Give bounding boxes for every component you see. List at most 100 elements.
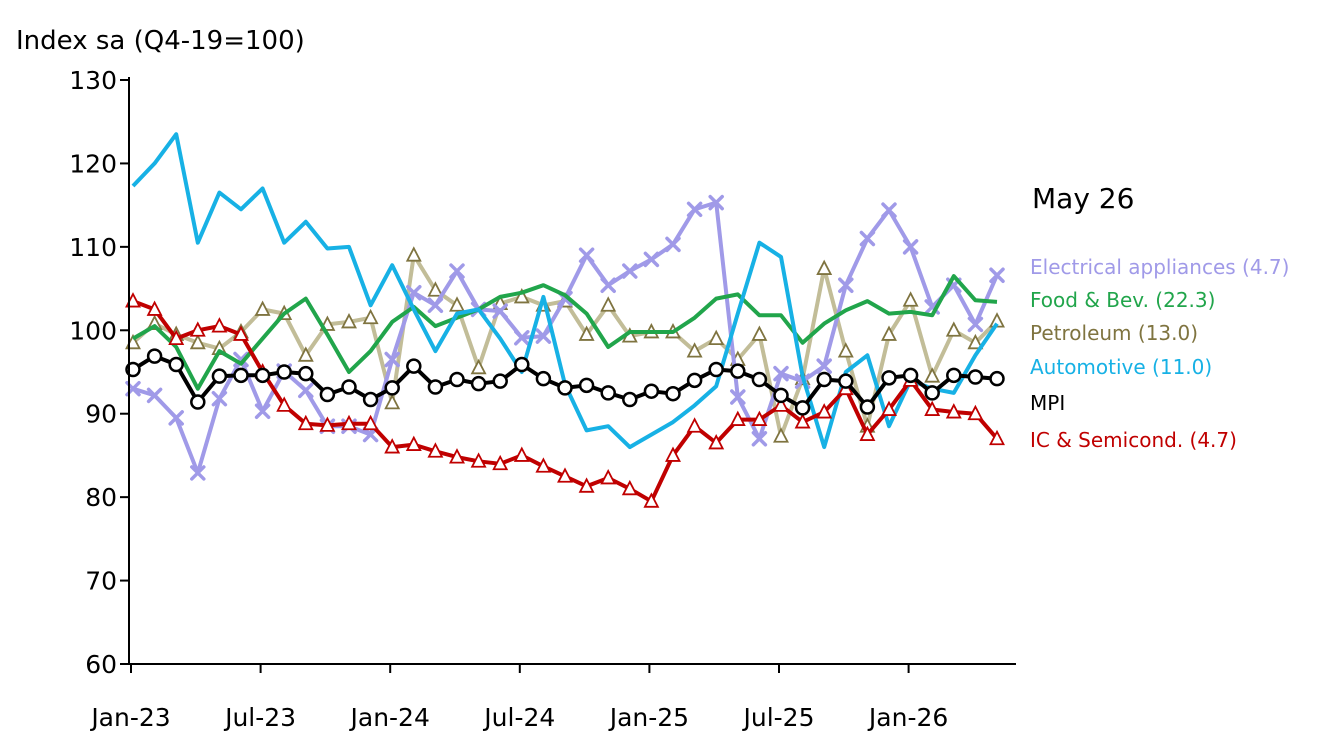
data-point (449, 448, 465, 464)
data-point (751, 410, 768, 426)
data-point (297, 414, 314, 431)
data-point (816, 371, 832, 388)
data-point (967, 404, 984, 421)
data-point (427, 379, 444, 395)
data-point (535, 457, 552, 473)
y-ticks: 60 70 80 90 100 110 120 130 (69, 66, 129, 679)
data-point (708, 194, 724, 211)
x-tick-label: Jul-25 (742, 703, 815, 732)
data-point (470, 452, 487, 468)
data-point (276, 396, 293, 412)
data-point (211, 368, 228, 384)
data-point (233, 367, 249, 384)
data-point (514, 330, 530, 346)
data-point (492, 373, 508, 389)
data-point (189, 321, 206, 337)
y-tick-label: 100 (69, 316, 117, 345)
data-point (254, 300, 271, 316)
data-point (924, 367, 941, 383)
data-point (643, 492, 660, 508)
data-point (773, 365, 789, 382)
data-point (513, 287, 530, 304)
data-point (211, 317, 228, 333)
data-point (621, 479, 638, 496)
data-point (751, 371, 768, 388)
x-ticks: Jan-23 Jul-23 Jan-24 Jul-24 Jan-25 Jul-25 Jan-… (89, 664, 948, 732)
data-point (384, 393, 401, 410)
data-point (859, 425, 876, 441)
data-point (946, 367, 962, 384)
y-tick-label: 60 (85, 650, 117, 679)
y-tick-label: 70 (85, 567, 117, 596)
data-point (513, 446, 530, 462)
data-point (362, 308, 379, 325)
data-point (146, 348, 163, 364)
data-point (427, 442, 444, 458)
data-point (643, 251, 660, 268)
data-point (708, 329, 725, 346)
data-point (406, 358, 422, 374)
data-point (146, 387, 163, 404)
data-point (708, 433, 725, 450)
data-point (146, 300, 163, 316)
data-point (405, 246, 422, 262)
data-point (211, 390, 228, 407)
data-point (686, 342, 703, 358)
series-ic-semicond-4-7 (125, 292, 1005, 508)
data-point (341, 414, 357, 431)
data-point (254, 403, 271, 419)
x-tick-label: Jan-25 (608, 703, 689, 732)
data-point (276, 364, 292, 380)
legend-food-bev: Food & Bev. (22.3) (1030, 288, 1216, 312)
data-point (319, 386, 336, 403)
y-tick-label: 130 (69, 66, 117, 95)
data-point (298, 382, 314, 399)
data-point (773, 427, 789, 443)
data-point (622, 391, 638, 408)
data-point (168, 410, 184, 426)
data-point (794, 413, 811, 429)
data-point (881, 325, 897, 341)
data-point (816, 259, 833, 275)
legend-electrical-appliances: Electrical appliances (4.7) (1030, 255, 1290, 279)
data-point (427, 297, 444, 314)
data-point (600, 385, 616, 401)
data-point (859, 399, 876, 415)
data-point (881, 202, 897, 218)
data-point (945, 403, 962, 419)
data-point (989, 267, 1005, 283)
series-electrical-appliances-4-7 (125, 194, 1005, 481)
data-point (967, 369, 984, 385)
data-point (449, 296, 465, 312)
data-point (319, 416, 336, 432)
data-point (384, 438, 401, 454)
data-point (924, 400, 941, 416)
data-point (557, 380, 573, 396)
data-point (362, 391, 379, 408)
data-point (967, 316, 984, 333)
data-point (751, 325, 768, 341)
y-tick-label: 90 (85, 400, 117, 429)
data-point (729, 410, 746, 426)
data-point (362, 414, 379, 431)
data-point (449, 371, 465, 388)
x-tick-label: Jan-24 (349, 703, 430, 732)
series-food-bev-22-3 (131, 274, 998, 391)
data-point (730, 389, 746, 405)
data-point (341, 379, 357, 395)
data-point (773, 396, 789, 412)
data-point (816, 403, 833, 419)
y-tick-label: 120 (69, 149, 117, 178)
data-point (881, 370, 897, 386)
data-point (794, 400, 811, 416)
data-point (622, 263, 638, 279)
data-point (405, 435, 422, 451)
data-point (384, 351, 400, 368)
y-tick-label: 110 (69, 233, 117, 262)
series-layer (125, 132, 1005, 508)
x-tick-label: Jan-23 (89, 703, 170, 732)
data-point (902, 367, 919, 384)
data-point (837, 342, 854, 358)
data-point (578, 377, 595, 394)
